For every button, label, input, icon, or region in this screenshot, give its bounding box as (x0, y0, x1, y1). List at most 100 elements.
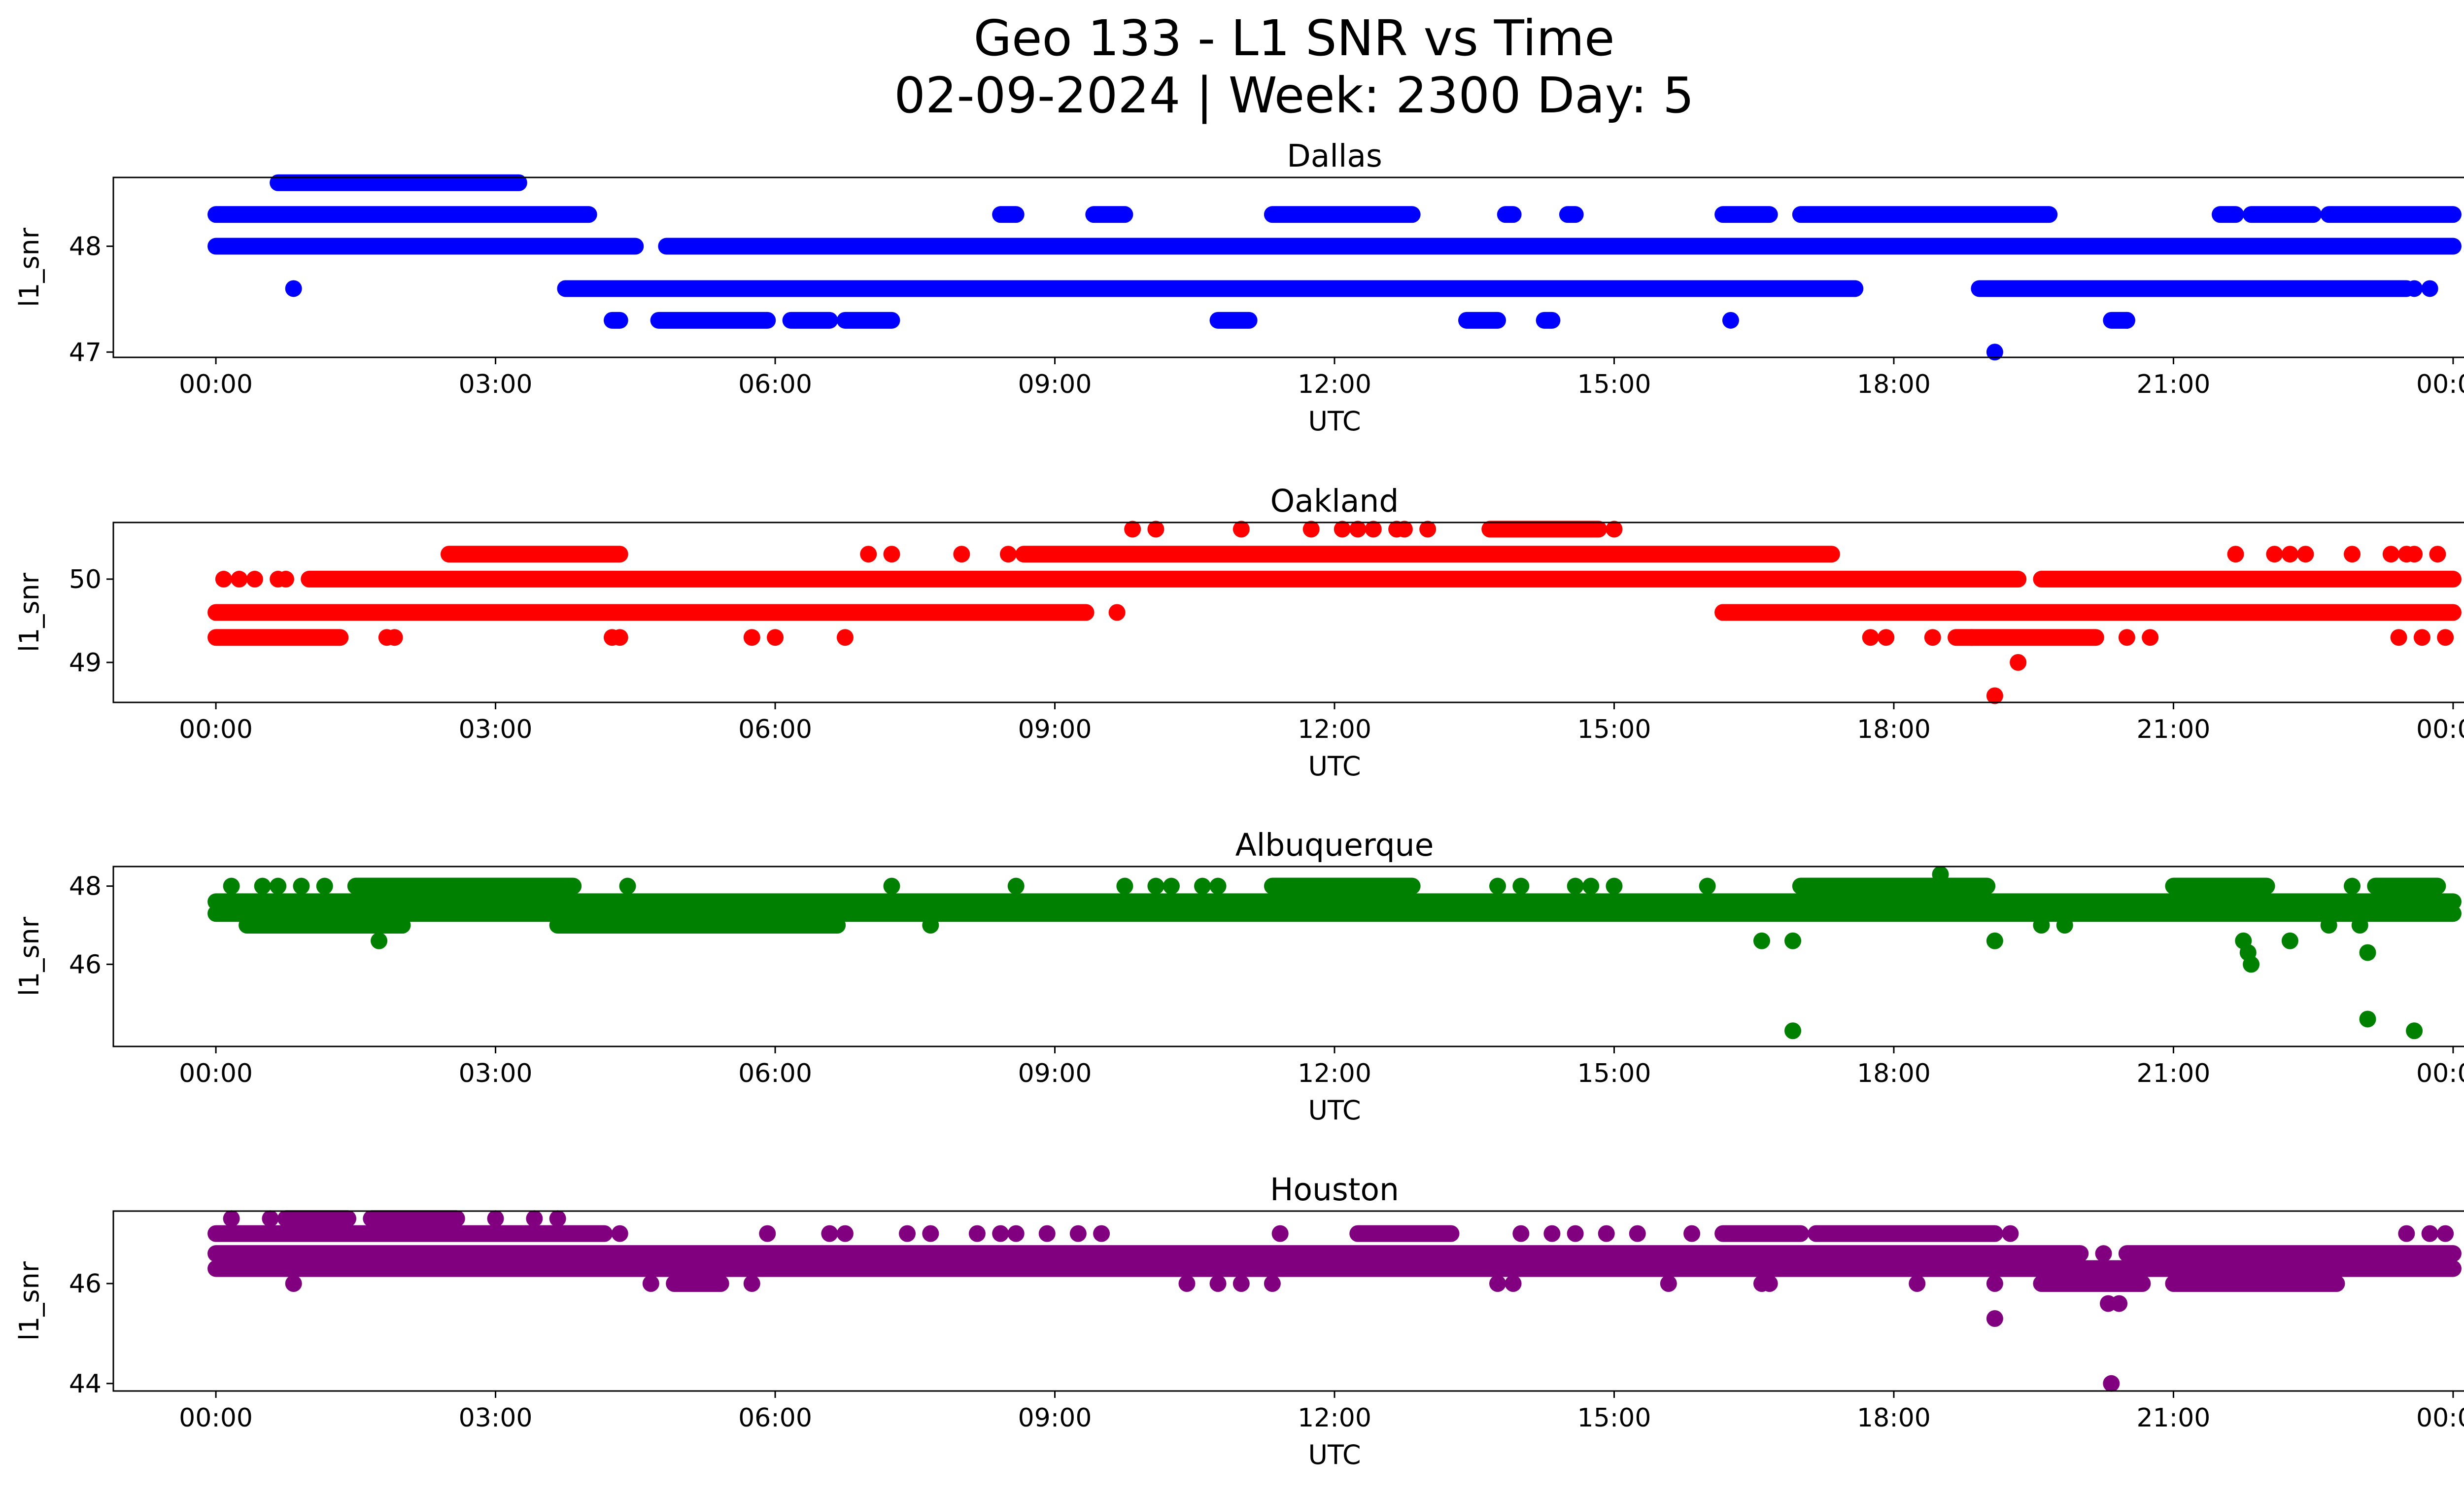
data-point (922, 917, 939, 934)
data-point (1683, 1225, 1701, 1242)
figure-title-line1: Geo 133 - L1 SNR vs Time (974, 9, 1615, 67)
x-tick-label: 00:00 (2416, 715, 2464, 744)
data-point (2002, 1225, 2019, 1242)
data-point (1505, 1275, 1522, 1292)
data-point (2406, 1022, 2423, 1040)
data-point (1714, 604, 1732, 621)
data-point-run (2367, 877, 2446, 895)
data-point (1147, 521, 1164, 538)
data-point (1986, 1275, 2003, 1292)
data-point (223, 1210, 240, 1227)
data-point (2056, 917, 2073, 934)
data-point (2103, 1375, 2120, 1392)
data-point (619, 877, 636, 895)
x-tick-label: 03:00 (459, 1059, 533, 1088)
y-tick-label: 48 (69, 872, 102, 902)
data-point-run (650, 312, 776, 329)
data-point (611, 1225, 628, 1242)
data-point-run (207, 604, 1095, 621)
data-point-run (1264, 877, 1421, 895)
data-point (277, 570, 294, 588)
data-point (1007, 877, 1025, 895)
x-tick-label: 15:00 (1577, 715, 1651, 744)
x-tick-label: 12:00 (1298, 370, 1371, 399)
x-tick-label: 18:00 (1857, 715, 1931, 744)
data-point (1419, 521, 1437, 538)
data-point-run (2033, 1275, 2151, 1292)
subplots: Dallas 00:00 03:00 06:00 09:00 12:00 15:00 18:0… (14, 138, 2464, 1470)
x-tick-label: 12:00 (1298, 1403, 1371, 1433)
data-point (254, 877, 271, 895)
data-point-run (1015, 546, 1840, 563)
data-point (1489, 877, 1506, 895)
x-tick-label: 15:00 (1577, 1059, 1651, 1088)
data-point (1178, 1275, 1196, 1292)
data-point (1302, 521, 1320, 538)
data-point-run (1481, 521, 1607, 538)
x-tick-label: 00:00 (2416, 370, 2464, 399)
data-point-run (1792, 206, 2058, 223)
data-point (2243, 956, 2260, 973)
x-tick-label: 06:00 (738, 370, 812, 399)
x-tick-label: 00:00 (2416, 1059, 2464, 1088)
x-axis-label: UTC (1308, 751, 1361, 782)
data-point (2437, 629, 2454, 646)
data-point (394, 917, 411, 934)
data-point (2398, 1225, 2415, 1242)
x-tick-label: 21:00 (2137, 1059, 2211, 1088)
data-point (1163, 877, 1180, 895)
data-point (1567, 877, 1584, 895)
data-point (246, 570, 263, 588)
data-point (2406, 280, 2423, 297)
data-point-run (1559, 206, 1584, 223)
data-point (883, 546, 900, 563)
data-point (1924, 629, 1941, 646)
data-point (1606, 877, 1623, 895)
x-tick-label: 18:00 (1857, 1059, 1931, 1088)
x-tick-label: 09:00 (1018, 1059, 1092, 1088)
subplot-oakland: Oakland 00:00 03:00 06:00 09:00 12:00 15:00 18:… (14, 483, 2464, 782)
data-point-run (549, 917, 846, 934)
data-point (968, 1225, 986, 1242)
data-point (1232, 521, 1250, 538)
data-point (1124, 521, 1141, 538)
data-point (1116, 877, 1133, 895)
data-point (992, 1225, 1009, 1242)
x-tick-label: 21:00 (2137, 370, 2211, 399)
data-point-run (666, 1275, 729, 1292)
data-point-run (1209, 312, 1258, 329)
y-tick-label: 49 (69, 648, 102, 678)
subplot-title: Albuquerque (1235, 827, 1434, 863)
data-point (1753, 932, 1770, 949)
data-point-run (2212, 206, 2244, 223)
data-point-run (1948, 629, 2104, 646)
data-point (2413, 629, 2430, 646)
data-point (2421, 280, 2438, 297)
scatter-points (207, 866, 2462, 1040)
data-point (1038, 1225, 1056, 1242)
data-point-run (277, 1210, 357, 1227)
y-tick-label: 48 (69, 232, 102, 262)
x-tick-label: 06:00 (738, 1059, 812, 1088)
data-point (883, 877, 900, 895)
x-tick-label: 09:00 (1018, 715, 1092, 744)
data-point (1349, 521, 1367, 538)
data-point (2359, 944, 2376, 961)
data-point (860, 546, 877, 563)
data-point-run (1854, 893, 1996, 910)
data-point (2382, 546, 2399, 563)
data-point (821, 1225, 838, 1242)
x-tick-label: 00:00 (179, 370, 253, 399)
plot-frame (112, 176, 2464, 358)
y-tick-label: 46 (69, 1269, 102, 1299)
x-tick-label: 00:00 (179, 1403, 253, 1433)
data-point (1606, 521, 1623, 538)
data-point (2437, 1225, 2454, 1242)
data-point (1209, 1275, 1227, 1292)
subplot-title: Dallas (1287, 138, 1382, 174)
data-point (2406, 546, 2423, 563)
data-point-run (557, 280, 1864, 297)
y-tick-label: 46 (69, 950, 102, 979)
data-point (2351, 917, 2368, 934)
x-axis-label: UTC (1308, 1095, 1361, 1126)
